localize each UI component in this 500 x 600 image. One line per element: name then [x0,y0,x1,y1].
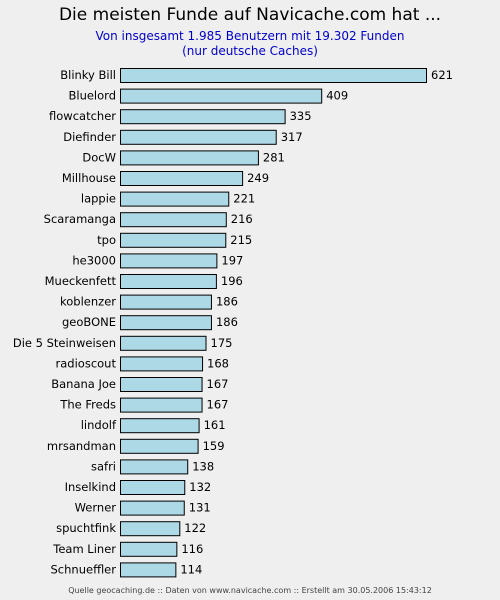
value-label-geobone: 186 [216,315,238,329]
bar-tpo [120,232,227,248]
value-label-he3000: 197 [221,253,243,267]
bar-blinky-bill [120,68,427,83]
value-label-lappie: 221 [233,192,255,206]
category-label-mueckenfett: Mueckenfett [45,274,117,288]
bar-werner [120,500,185,516]
category-label-diefinder: Diefinder [63,130,116,144]
value-label-tpo: 215 [230,233,252,247]
value-label-blinky-bill: 621 [431,68,453,82]
bar-koblenzer [120,294,212,310]
category-label-lindolf: lindolf [81,418,117,432]
chart-title: Die meisten Funde auf Navicache.com hat … [58,5,442,25]
category-label-radioscout: radioscout [56,356,117,370]
bar-scaramanga [120,212,227,228]
value-label-bluelord: 409 [326,89,348,103]
value-label-lindolf: 161 [204,418,226,432]
category-label-scaramanga: Scaramanga [44,212,116,226]
bar-geobone [120,315,212,331]
category-label-the-freds: The Freds [59,398,116,412]
value-label-schnueffler: 114 [180,562,202,576]
value-label-banana-joe: 167 [207,377,229,391]
bar-millhouse [120,171,244,186]
bar-schnueffler [120,562,177,578]
category-label-die-5-steinweisen: Die 5 Steinweisen [13,336,116,350]
value-label-mueckenfett: 196 [221,274,243,288]
value-label-spuchtfink: 122 [184,521,206,535]
bar-lindolf [120,418,200,434]
category-label-bluelord: Bluelord [68,89,116,103]
value-label-the-freds: 167 [207,398,229,412]
value-label-diefinder: 317 [281,130,303,144]
category-label-team-liner: Team Liner [52,542,116,556]
bar-die-5-steinweisen [120,335,207,351]
category-label-koblenzer: koblenzer [60,295,116,309]
bar-mueckenfett [120,274,217,289]
value-label-die-5-steinweisen: 175 [211,336,233,350]
value-label-radioscout: 168 [207,356,229,370]
value-label-werner: 131 [189,501,211,515]
value-label-mrsandman: 159 [203,439,225,453]
value-label-flowcatcher: 335 [290,109,312,123]
value-label-safri: 138 [192,459,214,473]
chart-footer: Quelle geocaching.de :: Daten von www.na… [68,586,432,595]
category-label-blinky-bill: Blinky Bill [60,68,116,82]
bar-diefinder [120,129,277,145]
value-label-scaramanga: 216 [231,212,253,226]
bar-bluelord [120,88,323,104]
category-label-docw: DocW [82,150,116,164]
bar-the-freds [120,397,203,413]
bar-banana-joe [120,377,203,392]
bar-docw [120,150,259,166]
bar-he3000 [120,253,218,269]
category-label-werner: Werner [75,501,117,515]
category-label-lappie: lappie [81,192,116,206]
bar-team-liner [120,541,178,557]
bar-flowcatcher [120,109,286,125]
bar-radioscout [120,356,204,372]
bar-mrsandman [120,438,199,454]
chart-subtitle-line2: (nur deutsche Caches) [182,44,318,58]
bar-inselkind [120,480,186,495]
category-label-flowcatcher: flowcatcher [49,109,116,123]
bar-safri [120,459,189,475]
value-label-docw: 281 [263,150,285,164]
value-label-millhouse: 249 [247,171,269,185]
value-label-inselkind: 132 [189,480,211,494]
bar-spuchtfink [120,521,181,537]
category-label-banana-joe: Banana Joe [51,377,116,391]
chart-subtitle-line1: Von insgesamt 1.985 Benutzern mit 19.302… [95,29,405,43]
category-label-he3000: he3000 [72,253,116,267]
category-label-geobone: geoBONE [62,315,116,329]
category-label-millhouse: Millhouse [62,171,116,185]
category-label-tpo: tpo [97,233,116,247]
category-label-schnueffler: Schnueffler [51,562,117,576]
category-label-safri: safri [91,459,116,473]
value-label-koblenzer: 186 [216,295,238,309]
category-label-inselkind: Inselkind [65,480,116,494]
bar-lappie [120,191,230,207]
value-label-team-liner: 116 [181,542,203,556]
category-label-spuchtfink: spuchtfink [56,521,116,535]
category-label-mrsandman: mrsandman [47,439,116,453]
